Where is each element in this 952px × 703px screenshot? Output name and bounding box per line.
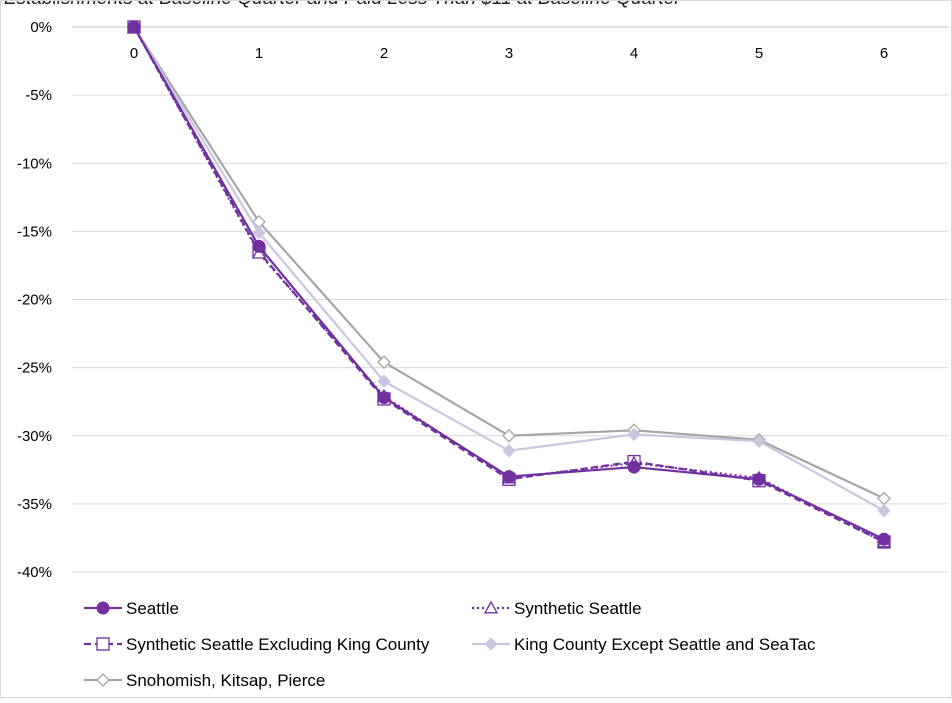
- chart-title: Establishments at Baseline Quarter and P…: [4, 0, 681, 10]
- x-tick-label: 2: [380, 45, 388, 62]
- point-king-county-except-seattle-and-seatac: [502, 444, 516, 458]
- legend-label-synthetic-seattle: Synthetic Seattle: [514, 599, 642, 618]
- point-seattle: [127, 20, 141, 34]
- point-snohomish-kitsap-pierce: [502, 428, 516, 443]
- series-line-snohomish-kitsap-pierce: [133, 26, 885, 500]
- point-seattle: [377, 391, 391, 405]
- point-king-county-except-seattle-and-seatac: [752, 434, 766, 448]
- series-line-synthetic-seattle: [133, 26, 885, 544]
- legend-label-snohomish-kitsap-pierce: Snohomish, Kitsap, Pierce: [126, 671, 325, 690]
- legend-label-king-county-except-seattle-and-seatac: King County Except Seattle and SeaTac: [514, 635, 816, 654]
- x-tick-label: 6: [880, 45, 888, 62]
- legend-label-seattle: Seattle: [126, 599, 179, 618]
- point-seattle: [877, 532, 891, 546]
- x-tick-label: 3: [505, 45, 513, 62]
- legend-marker-synthetic-seattle-excluding-king-county: [96, 637, 110, 651]
- point-king-county-except-seattle-and-seatac: [627, 427, 641, 442]
- x-tick-label: 1: [255, 45, 263, 62]
- point-seattle: [502, 470, 516, 484]
- point-snohomish-kitsap-pierce: [377, 355, 391, 370]
- point-snohomish-kitsap-pierce: [877, 491, 891, 506]
- y-tick-label: -20%: [17, 292, 52, 309]
- y-tick-label: 0%: [30, 19, 52, 36]
- y-tick-label: -5%: [25, 87, 52, 104]
- series-line-seattle: [133, 26, 885, 541]
- point-king-county-except-seattle-and-seatac: [377, 374, 391, 388]
- legend-marker-seattle: [96, 601, 110, 615]
- point-seattle: [752, 472, 766, 486]
- y-tick-label: -25%: [17, 360, 52, 377]
- y-tick-label: -10%: [17, 155, 52, 172]
- point-king-county-except-seattle-and-seatac: [877, 503, 891, 518]
- x-tick-label: 4: [630, 45, 638, 62]
- legend-marker-snohomish-kitsap-pierce: [96, 673, 110, 687]
- y-tick-label: -35%: [17, 496, 52, 513]
- y-tick-label: -15%: [17, 223, 52, 240]
- point-king-county-except-seattle-and-seatac: [252, 226, 266, 240]
- point-seattle: [627, 460, 641, 474]
- x-tick-label: 0: [130, 45, 138, 62]
- y-tick-label: -30%: [17, 428, 52, 445]
- legend-marker-king-county-except-seattle-and-seatac: [484, 637, 498, 651]
- point-seattle: [252, 239, 266, 253]
- legend-marker-synthetic-seattle: [483, 600, 499, 614]
- y-tick-label: -40%: [17, 564, 52, 581]
- x-tick-label: 5: [755, 45, 763, 62]
- series-line-synthetic-seattle-excluding-king-county: [133, 26, 885, 544]
- legend-label-synthetic-seattle-excluding-king-county: Synthetic Seattle Excluding King County: [126, 635, 430, 654]
